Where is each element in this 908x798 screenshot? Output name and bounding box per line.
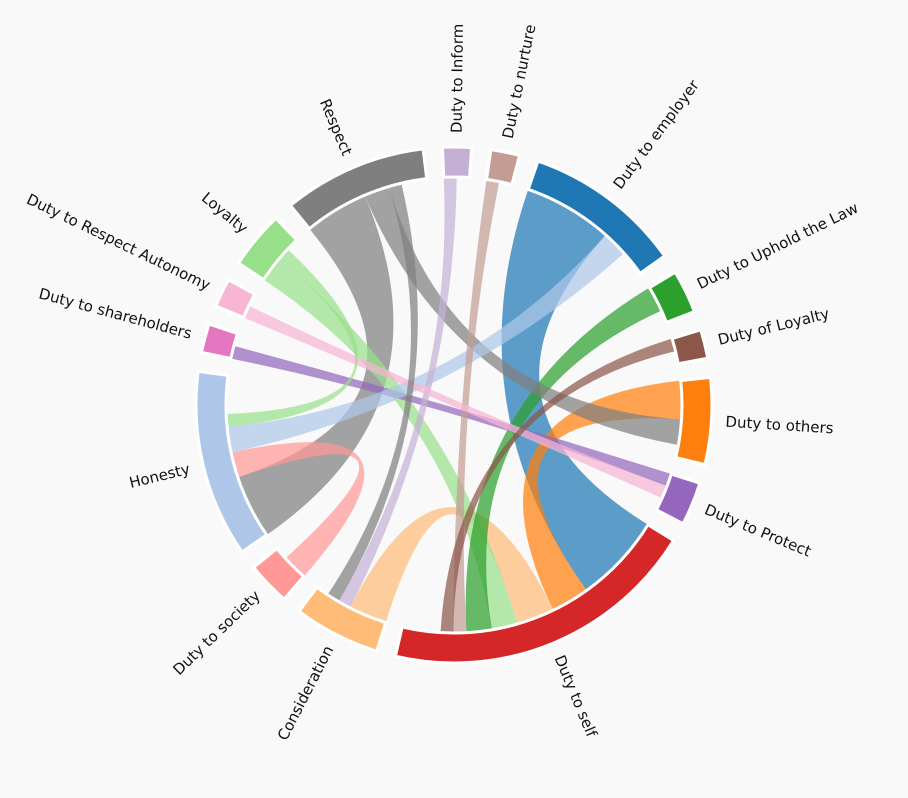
chord-honesty-to-duty-to-employer[interactable]: [227, 234, 625, 453]
label-duty-to-society: Duty to society: [169, 587, 264, 679]
label-duty-to-employer: Duty to employer: [610, 76, 704, 193]
chord-loyalty-to-duty-to-self[interactable]: [263, 258, 518, 630]
label-duty-to-respect-autonomy: Duty to Respect Autonomy: [24, 190, 214, 294]
chord-duty-to-society-to-honesty[interactable]: [230, 442, 365, 577]
arc-duty-of-loyalty[interactable]: [670, 327, 710, 366]
label-duty-to-self: Duty to self: [551, 652, 601, 740]
arc-duty-to-nurture[interactable]: [484, 147, 522, 187]
label-honesty: Honesty: [127, 460, 191, 492]
label-respect: Respect: [316, 96, 356, 158]
arc-honesty[interactable]: [194, 369, 269, 555]
arc-loyalty[interactable]: [236, 216, 299, 282]
label-duty-to-nurture: Duty to nurture: [499, 23, 540, 140]
arc-duty-to-shareholders[interactable]: [199, 322, 240, 361]
arc-respect[interactable]: [288, 147, 429, 231]
chord-consideration-to-duty-to-self[interactable]: [349, 507, 554, 625]
label-duty-to-shareholders: Duty to shareholders: [37, 284, 194, 342]
label-duty-of-loyalty: Duty of Loyalty: [716, 304, 831, 349]
chord-duty-of-loyalty-to-duty-to-self[interactable]: [440, 338, 676, 633]
arc-duty-to-respect-autonomy[interactable]: [213, 277, 257, 320]
arc-duty-to-protect[interactable]: [654, 472, 702, 526]
chord-duty-to-protect-to-duty-to-shareholders[interactable]: [230, 345, 672, 487]
arc-duty-to-inform[interactable]: [440, 145, 474, 180]
arc-consideration[interactable]: [296, 585, 388, 654]
chord-respect-to-consideration[interactable]: [327, 183, 418, 602]
label-duty-to-inform: Duty to Inform: [448, 24, 467, 134]
chord-respect-to-honesty[interactable]: [237, 195, 394, 535]
chord-duty-to-uphold-the-law-to-duty-to-self[interactable]: [465, 287, 662, 633]
label-loyalty: Loyalty: [198, 189, 251, 238]
label-duty-to-uphold-the-law: Duty to Uphold the Law: [694, 199, 861, 293]
chords-layer: [226, 177, 682, 633]
chord-duty-to-respect-autonomy-to-duty-to-protect[interactable]: [243, 305, 668, 499]
label-duty-to-others: Duty to others: [725, 413, 834, 438]
arc-duty-to-self[interactable]: [393, 522, 676, 665]
arc-duty-to-society[interactable]: [251, 546, 306, 602]
group-arcs-layer: [194, 145, 714, 665]
label-consideration: Consideration: [274, 643, 338, 744]
chord-duty-to-others-to-duty-to-self[interactable]: [523, 380, 682, 611]
chord-loyalty-to-honesty[interactable]: [226, 249, 358, 427]
chord-duty-to-inform-to-consideration[interactable]: [338, 177, 457, 608]
label-duty-to-protect: Duty to Protect: [702, 500, 814, 560]
arc-duty-to-others[interactable]: [674, 375, 714, 467]
arc-duty-to-employer[interactable]: [526, 159, 667, 276]
arc-duty-to-uphold-the-law[interactable]: [647, 270, 697, 325]
